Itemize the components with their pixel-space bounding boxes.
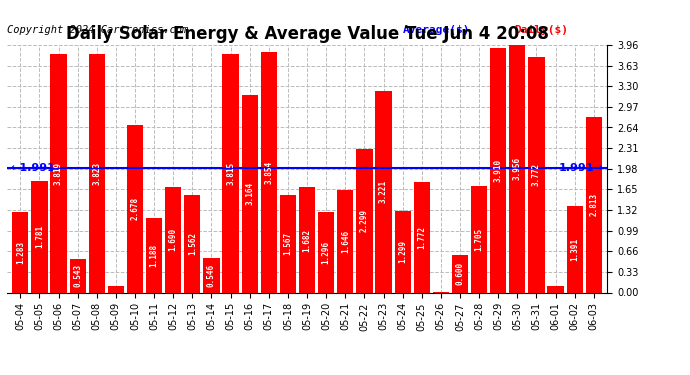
Text: 3.819: 3.819 [54,162,63,185]
Bar [70,259,86,292]
Bar [356,149,373,292]
Bar [413,182,430,292]
Text: 3.823: 3.823 [92,162,101,184]
Bar [204,258,219,292]
Text: 0.600: 0.600 [455,262,464,285]
Bar [184,195,201,292]
Text: 2.299: 2.299 [360,209,369,232]
Text: ←1.991: ←1.991 [11,163,56,173]
Text: 1.299: 1.299 [398,240,407,264]
Bar [146,218,162,292]
Text: 3.854: 3.854 [264,160,273,184]
Bar [529,57,544,292]
Bar [108,286,124,292]
Text: Daily($): Daily($) [514,25,568,35]
Text: 1.646: 1.646 [341,230,350,253]
Text: 1.296: 1.296 [322,240,331,264]
Text: 3.815: 3.815 [226,162,235,185]
Text: 1.567: 1.567 [284,232,293,255]
Text: 0.543: 0.543 [73,264,82,287]
Bar [452,255,468,292]
Bar [50,54,67,292]
Bar [12,212,28,292]
Bar [165,187,181,292]
Bar [547,286,564,292]
Bar [586,117,602,292]
Bar [127,125,143,292]
Text: 3.956: 3.956 [513,158,522,180]
Text: 1.991→: 1.991→ [558,163,603,173]
Bar [490,48,506,292]
Text: 1.283: 1.283 [16,241,25,264]
Text: 3.910: 3.910 [494,159,503,182]
Bar [566,206,583,292]
Bar [280,195,296,292]
Bar [509,45,526,292]
Bar [318,211,334,292]
Title: Daily Solar Energy & Average Value Tue Jun 4 20:08: Daily Solar Energy & Average Value Tue J… [66,26,549,44]
Bar [299,188,315,292]
Bar [31,181,48,292]
Bar [395,211,411,292]
Bar [222,54,239,292]
Text: 2.678: 2.678 [130,197,139,220]
Text: 1.391: 1.391 [570,237,579,261]
Bar [471,186,487,292]
Text: 3.164: 3.164 [245,182,254,205]
Bar [241,95,258,292]
Text: Copyright 2024 Cartronics.com: Copyright 2024 Cartronics.com [7,25,188,35]
Text: 2.813: 2.813 [589,193,598,216]
Text: 1.690: 1.690 [169,228,178,251]
Bar [88,54,105,292]
Bar [261,52,277,292]
Text: 0.546: 0.546 [207,264,216,287]
Text: 1.781: 1.781 [35,225,44,248]
Text: 1.682: 1.682 [302,228,312,252]
Bar [337,190,353,292]
Text: 3.221: 3.221 [379,180,388,203]
Bar [375,91,392,292]
Text: Average($): Average($) [403,25,471,35]
Text: 1.562: 1.562 [188,232,197,255]
Text: 3.772: 3.772 [532,163,541,186]
Text: 1.188: 1.188 [150,244,159,267]
Text: 1.705: 1.705 [475,228,484,251]
Text: 1.772: 1.772 [417,226,426,249]
